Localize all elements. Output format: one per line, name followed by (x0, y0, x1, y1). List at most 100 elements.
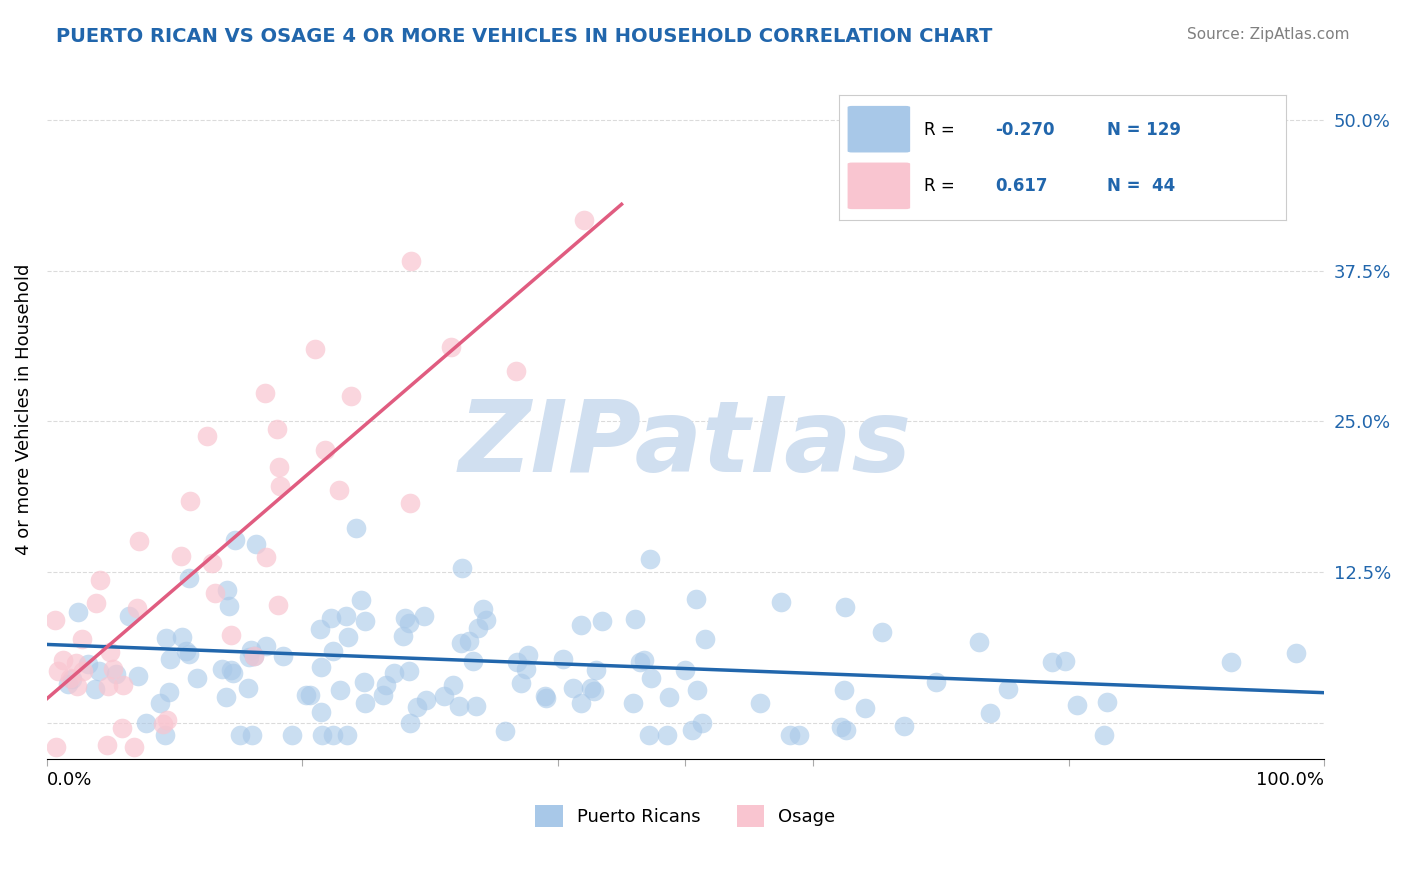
Osage (152, 717, 174, 731)
Puerto Ricans (621, 696, 644, 710)
Osage (96, 738, 118, 752)
Puerto Ricans (84, 681, 107, 696)
Puerto Ricans (997, 682, 1019, 697)
Osage (44, 614, 66, 628)
Puerto Ricans (240, 728, 263, 742)
Puerto Ricans (979, 706, 1001, 720)
Puerto Ricans (640, 671, 662, 685)
Puerto Ricans (350, 592, 373, 607)
Puerto Ricans (638, 551, 661, 566)
Puerto Ricans (127, 669, 149, 683)
Puerto Ricans (406, 699, 429, 714)
Puerto Ricans (236, 681, 259, 696)
Osage (66, 680, 89, 694)
Puerto Ricans (219, 664, 242, 678)
Legend: Puerto Ricans, Osage: Puerto Ricans, Osage (529, 797, 842, 834)
Puerto Ricans (1066, 698, 1088, 712)
Osage (103, 662, 125, 676)
Puerto Ricans (229, 728, 252, 742)
Puerto Ricans (681, 723, 703, 737)
Puerto Ricans (534, 691, 557, 706)
Puerto Ricans (218, 599, 240, 614)
Puerto Ricans (89, 664, 111, 678)
Puerto Ricans (457, 634, 479, 648)
Puerto Ricans (335, 609, 357, 624)
Osage (170, 549, 193, 563)
Osage (266, 421, 288, 435)
Puerto Ricans (186, 671, 208, 685)
Osage (314, 443, 336, 458)
Puerto Ricans (465, 698, 488, 713)
Puerto Ricans (309, 659, 332, 673)
Puerto Ricans (451, 560, 474, 574)
Osage (505, 364, 527, 378)
Puerto Ricans (105, 667, 128, 681)
Puerto Ricans (239, 643, 262, 657)
Puerto Ricans (834, 600, 856, 615)
Puerto Ricans (344, 521, 367, 535)
Osage (110, 721, 132, 735)
Puerto Ricans (354, 615, 377, 629)
Puerto Ricans (1095, 695, 1118, 709)
Text: PUERTO RICAN VS OSAGE 4 OR MORE VEHICLES IN HOUSEHOLD CORRELATION CHART: PUERTO RICAN VS OSAGE 4 OR MORE VEHICLES… (56, 27, 993, 45)
Puerto Ricans (925, 675, 948, 690)
Puerto Ricans (515, 662, 537, 676)
Puerto Ricans (467, 621, 489, 635)
Osage (52, 653, 75, 667)
Osage (122, 739, 145, 754)
Puerto Ricans (494, 723, 516, 738)
Puerto Ricans (471, 602, 494, 616)
Osage (401, 254, 423, 268)
Puerto Ricans (211, 662, 233, 676)
Puerto Ricans (354, 696, 377, 710)
Puerto Ricans (281, 728, 304, 742)
Puerto Ricans (245, 537, 267, 551)
Puerto Ricans (830, 720, 852, 734)
Puerto Ricans (222, 665, 245, 680)
Osage (72, 664, 94, 678)
Osage (304, 342, 326, 356)
Puerto Ricans (398, 616, 420, 631)
Puerto Ricans (853, 700, 876, 714)
Puerto Ricans (509, 676, 531, 690)
Osage (219, 628, 242, 642)
Puerto Ricans (322, 728, 344, 742)
Puerto Ricans (159, 652, 181, 666)
Text: ZIPatlas: ZIPatlas (458, 396, 912, 492)
Puerto Ricans (461, 654, 484, 668)
Puerto Ricans (685, 683, 707, 698)
Osage (84, 596, 107, 610)
Puerto Ricans (271, 648, 294, 663)
Osage (254, 385, 277, 400)
Puerto Ricans (214, 690, 236, 704)
Osage (111, 678, 134, 692)
Puerto Ricans (337, 630, 360, 644)
Puerto Ricans (787, 728, 810, 742)
Puerto Ricans (215, 582, 238, 597)
Puerto Ricans (224, 533, 246, 548)
Puerto Ricans (174, 644, 197, 658)
Puerto Ricans (638, 728, 661, 742)
Puerto Ricans (658, 690, 681, 704)
Osage (242, 649, 264, 664)
Puerto Ricans (569, 617, 592, 632)
Osage (179, 494, 201, 508)
Osage (266, 598, 288, 612)
Puerto Ricans (243, 648, 266, 663)
Puerto Ricans (179, 648, 201, 662)
Osage (195, 429, 218, 443)
Puerto Ricans (299, 689, 322, 703)
Puerto Ricans (690, 715, 713, 730)
Text: 100.0%: 100.0% (1256, 771, 1324, 789)
Puerto Ricans (585, 663, 607, 677)
Puerto Ricans (1285, 646, 1308, 660)
Puerto Ricans (375, 678, 398, 692)
Osage (574, 212, 596, 227)
Puerto Ricans (118, 609, 141, 624)
Puerto Ricans (870, 625, 893, 640)
Y-axis label: 4 or more Vehicles in Household: 4 or more Vehicles in Household (15, 264, 32, 555)
Puerto Ricans (155, 631, 177, 645)
Puerto Ricans (506, 655, 529, 669)
Puerto Ricans (398, 716, 420, 731)
Osage (89, 574, 111, 588)
